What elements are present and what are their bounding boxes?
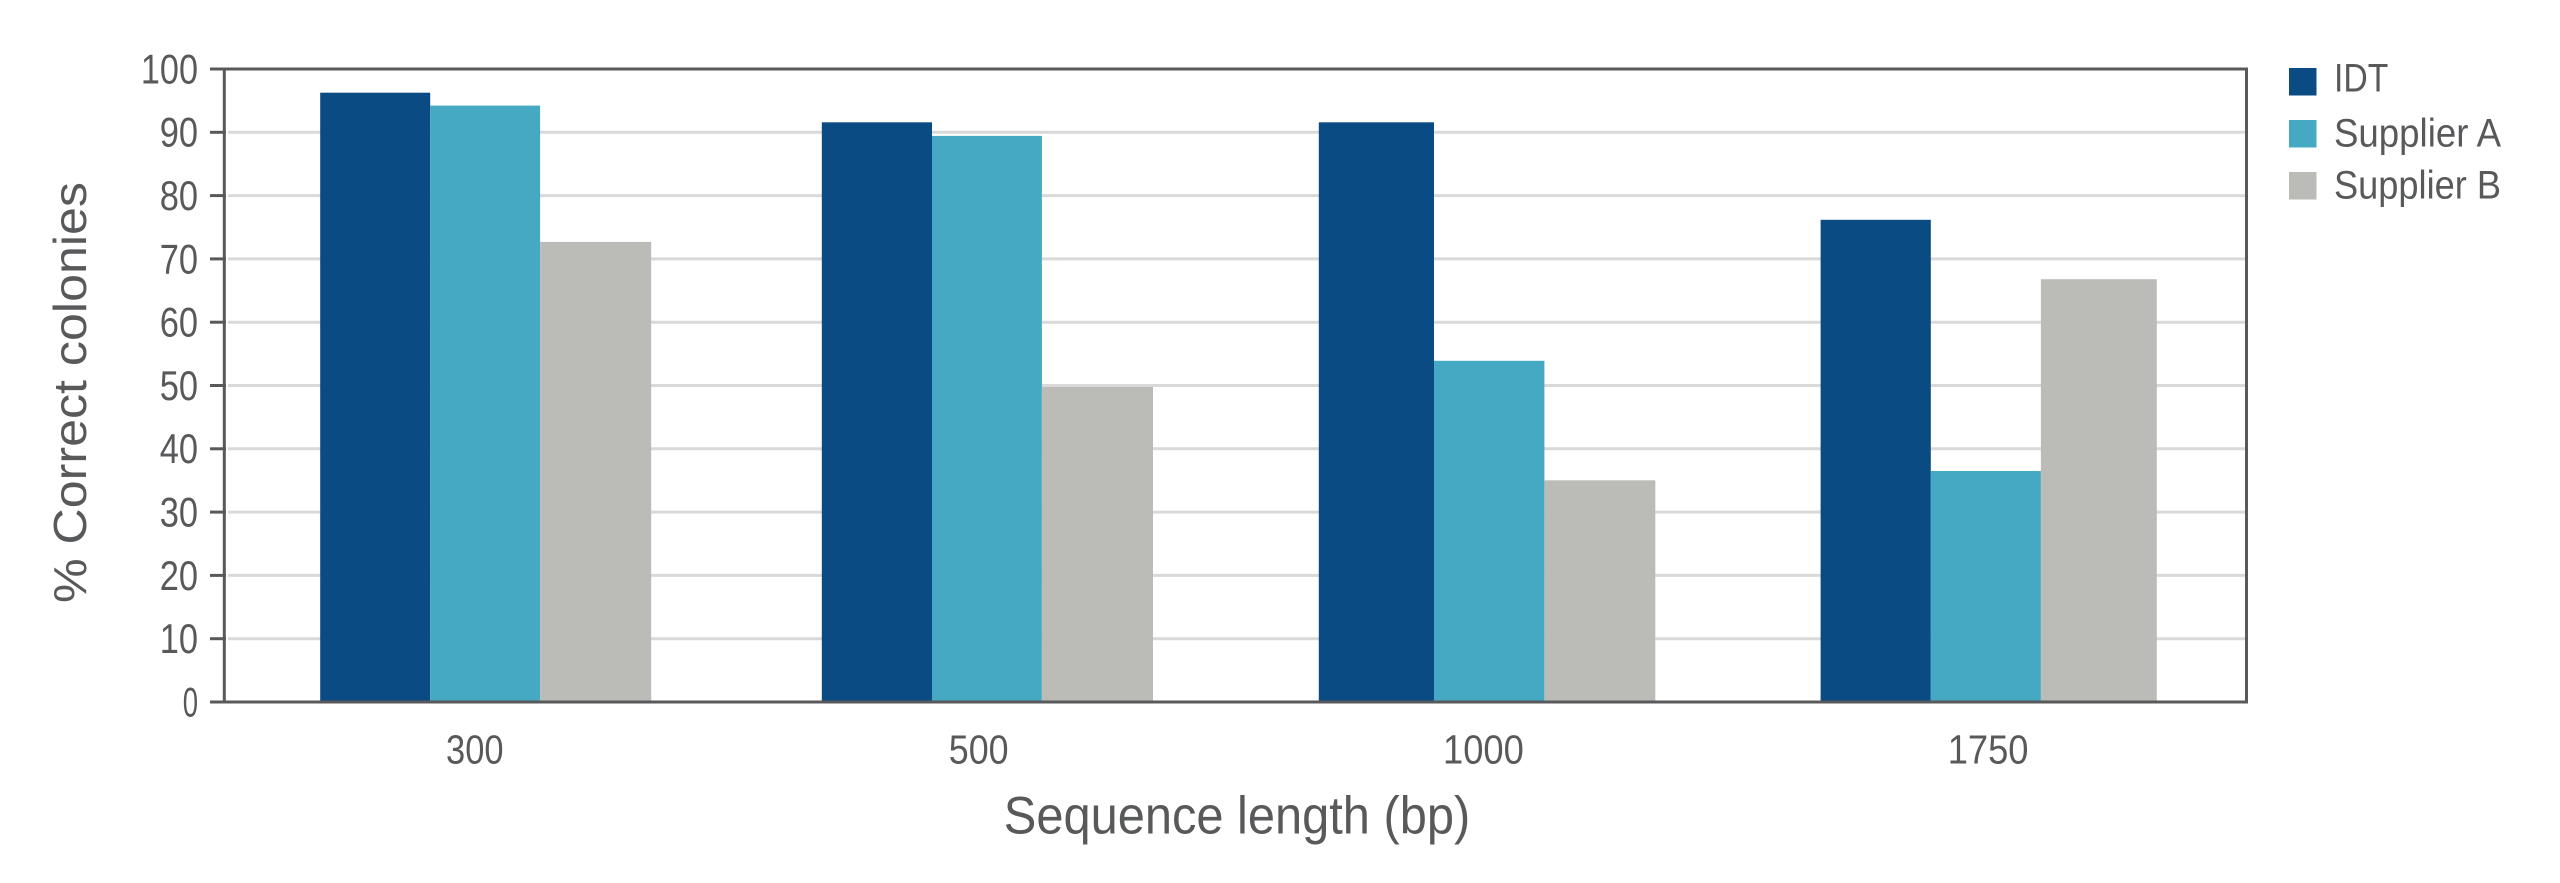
svg-text:1750: 1750: [1948, 727, 2029, 773]
svg-text:40: 40: [160, 425, 198, 472]
svg-text:Supplier A: Supplier A: [2334, 111, 2501, 155]
svg-text:% Correct colonies: % Correct colonies: [44, 182, 96, 603]
svg-text:500: 500: [949, 727, 1009, 773]
svg-text:80: 80: [160, 172, 198, 219]
svg-text:100: 100: [141, 45, 198, 92]
svg-text:20: 20: [160, 552, 198, 599]
svg-text:70: 70: [160, 235, 198, 282]
svg-text:90: 90: [160, 109, 198, 156]
svg-text:300: 300: [446, 727, 504, 773]
svg-text:0: 0: [183, 678, 198, 725]
svg-text:IDT: IDT: [2334, 57, 2388, 101]
svg-text:1000: 1000: [1443, 727, 1524, 773]
svg-text:60: 60: [160, 299, 198, 346]
svg-text:50: 50: [160, 362, 198, 409]
svg-text:Sequence length (bp): Sequence length (bp): [1004, 786, 1470, 845]
svg-text:Supplier B: Supplier B: [2334, 163, 2501, 207]
svg-text:30: 30: [160, 489, 198, 536]
svg-text:10: 10: [160, 615, 198, 662]
